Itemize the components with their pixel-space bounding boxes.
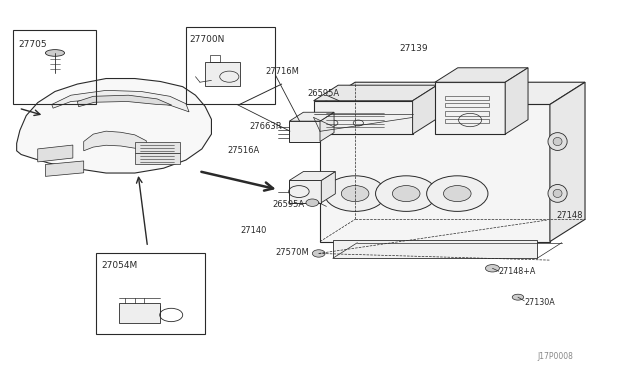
Bar xyxy=(13,31,97,105)
Polygon shape xyxy=(289,171,335,180)
Bar xyxy=(135,142,179,153)
Bar xyxy=(289,121,320,141)
Circle shape xyxy=(392,186,420,202)
Text: 27148: 27148 xyxy=(556,211,583,220)
Circle shape xyxy=(324,176,386,211)
Bar xyxy=(445,119,489,123)
Bar xyxy=(210,55,220,62)
Ellipse shape xyxy=(512,294,524,300)
Circle shape xyxy=(427,176,488,211)
Bar xyxy=(333,240,537,258)
Ellipse shape xyxy=(45,49,65,56)
Text: J17P0008: J17P0008 xyxy=(537,352,573,361)
Polygon shape xyxy=(17,78,211,173)
Text: 27705: 27705 xyxy=(19,39,47,49)
Polygon shape xyxy=(550,82,585,241)
Text: 27700N: 27700N xyxy=(189,35,225,44)
Polygon shape xyxy=(413,85,437,134)
Polygon shape xyxy=(320,112,334,141)
Text: 27570M: 27570M xyxy=(275,248,309,257)
Polygon shape xyxy=(435,68,528,82)
Text: 27054M: 27054M xyxy=(102,261,138,270)
Polygon shape xyxy=(84,131,147,153)
Bar xyxy=(445,96,489,100)
Circle shape xyxy=(312,250,325,257)
Polygon shape xyxy=(52,90,189,112)
Bar xyxy=(186,27,275,105)
Bar xyxy=(289,180,321,203)
Ellipse shape xyxy=(548,133,567,150)
Ellipse shape xyxy=(548,185,567,202)
Ellipse shape xyxy=(485,264,499,272)
Bar xyxy=(314,101,413,134)
Polygon shape xyxy=(38,145,73,162)
Circle shape xyxy=(341,186,369,202)
Ellipse shape xyxy=(553,189,562,198)
Circle shape xyxy=(444,186,471,202)
Text: 27663R: 27663R xyxy=(250,122,282,131)
Circle shape xyxy=(376,176,437,211)
Polygon shape xyxy=(45,161,84,176)
Bar xyxy=(445,103,489,108)
Circle shape xyxy=(306,199,319,206)
Text: 26595A: 26595A xyxy=(307,89,339,98)
Bar xyxy=(445,111,489,116)
Polygon shape xyxy=(314,85,437,101)
Bar xyxy=(97,253,205,334)
Bar xyxy=(320,105,550,241)
Text: 27139: 27139 xyxy=(400,44,428,53)
Bar xyxy=(119,303,161,323)
Ellipse shape xyxy=(553,137,562,145)
Bar xyxy=(135,153,179,164)
Bar xyxy=(435,82,505,134)
Polygon shape xyxy=(505,68,528,134)
Text: 27140: 27140 xyxy=(240,226,266,235)
Text: 27516A: 27516A xyxy=(227,146,260,155)
Polygon shape xyxy=(320,82,585,105)
Text: 27148+A: 27148+A xyxy=(499,267,536,276)
Text: 26595A: 26595A xyxy=(272,200,304,209)
Text: 27130A: 27130A xyxy=(524,298,555,307)
Polygon shape xyxy=(77,95,172,107)
Text: 27716M: 27716M xyxy=(266,67,300,76)
Polygon shape xyxy=(321,171,335,203)
Bar xyxy=(205,62,240,86)
Polygon shape xyxy=(289,112,334,121)
